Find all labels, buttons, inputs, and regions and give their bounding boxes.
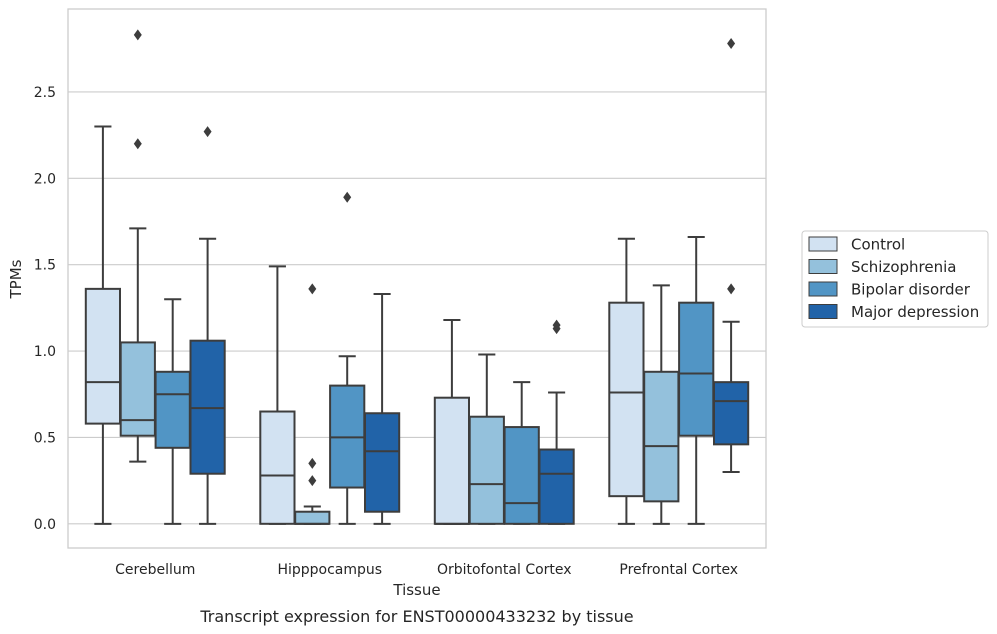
box-control (608, 237, 645, 525)
box-schizophrenia (294, 283, 331, 525)
iqr-box (678, 301, 715, 437)
iqr-box (468, 415, 505, 525)
legend-item: Major depression (808, 303, 979, 321)
outlier-point (308, 457, 317, 469)
outlier-point (308, 475, 317, 487)
legend-label: Bipolar disorder (851, 281, 971, 299)
legend-label: Schizophrenia (851, 258, 956, 276)
iqr-box (712, 381, 750, 446)
legend-frame (801, 230, 989, 328)
x-tick-label: Prefrontal Cortex (619, 562, 738, 578)
boxes (84, 29, 750, 525)
outlier-point (133, 138, 142, 150)
legend-item: Bipolar disorder (808, 281, 971, 299)
legend-label: Control (851, 236, 905, 254)
box-control (259, 265, 296, 525)
iqr-box (259, 410, 296, 525)
legend-swatch (808, 281, 838, 297)
legend-label: Major depression (851, 303, 979, 321)
chart-caption: Transcript expression for ENST0000043323… (199, 607, 633, 626)
box-schizophrenia (643, 284, 680, 525)
outlier-point (203, 126, 212, 138)
box-schizophrenia (468, 353, 505, 525)
box-bipolar-disorder (678, 236, 715, 525)
iqr-box (119, 341, 156, 437)
legend-item: Schizophrenia (808, 258, 956, 276)
y-tick-label: 0.0 (34, 517, 56, 533)
outlier-point (727, 283, 736, 295)
iqr-box (433, 396, 471, 525)
y-tick-label: 2.5 (34, 85, 56, 101)
box-major-depression (538, 319, 575, 525)
iqr-box (363, 412, 401, 513)
box-major-depression (363, 293, 401, 525)
iqr-box (538, 448, 575, 525)
box-major-depression (189, 126, 226, 525)
outlier-point (727, 38, 736, 50)
legend-swatch (808, 259, 838, 274)
x-tick-labels: Cerebellum Hipppocampus Orbitofontal Corte… (115, 562, 738, 578)
legend-swatch (808, 304, 838, 319)
box-bipolar-disorder (329, 191, 366, 525)
outlier-point (308, 283, 317, 295)
x-tick-label: Cerebellum (115, 562, 195, 578)
box-schizophrenia (119, 29, 156, 463)
legend-swatch (808, 236, 838, 252)
box-control (433, 318, 471, 525)
outlier-point (133, 29, 142, 41)
box-major-depression (712, 38, 750, 473)
iqr-box (643, 370, 680, 503)
x-tick-label: Hipppocampus (277, 562, 382, 578)
legend-item: Control (808, 236, 905, 254)
iqr-box (608, 301, 645, 498)
outlier-point (343, 191, 352, 203)
iqr-box (154, 370, 191, 449)
box-control (84, 125, 122, 525)
iqr-box (84, 287, 122, 425)
y-tick-label: 1.5 (34, 258, 56, 274)
legend: Control Schizophrenia Bipolar disorder Majo… (801, 230, 989, 328)
plot-frame (67, 8, 767, 549)
outlier-point (552, 319, 561, 331)
iqr-box (294, 510, 331, 525)
y-tick-label: 2.0 (34, 171, 56, 187)
box-bipolar-disorder (503, 381, 540, 525)
y-tick-labels: 0.0 0.5 1.0 1.5 2.0 2.5 (34, 85, 56, 533)
box-bipolar-disorder (154, 298, 191, 525)
y-tick-label: 0.5 (34, 430, 56, 446)
y-axis-label: TPMs (7, 259, 25, 299)
x-tick-label: Orbitofontal Cortex (437, 562, 572, 578)
x-axis-label: Tissue (392, 581, 440, 599)
y-tick-label: 1.0 (34, 344, 56, 360)
iqr-box (503, 426, 540, 525)
